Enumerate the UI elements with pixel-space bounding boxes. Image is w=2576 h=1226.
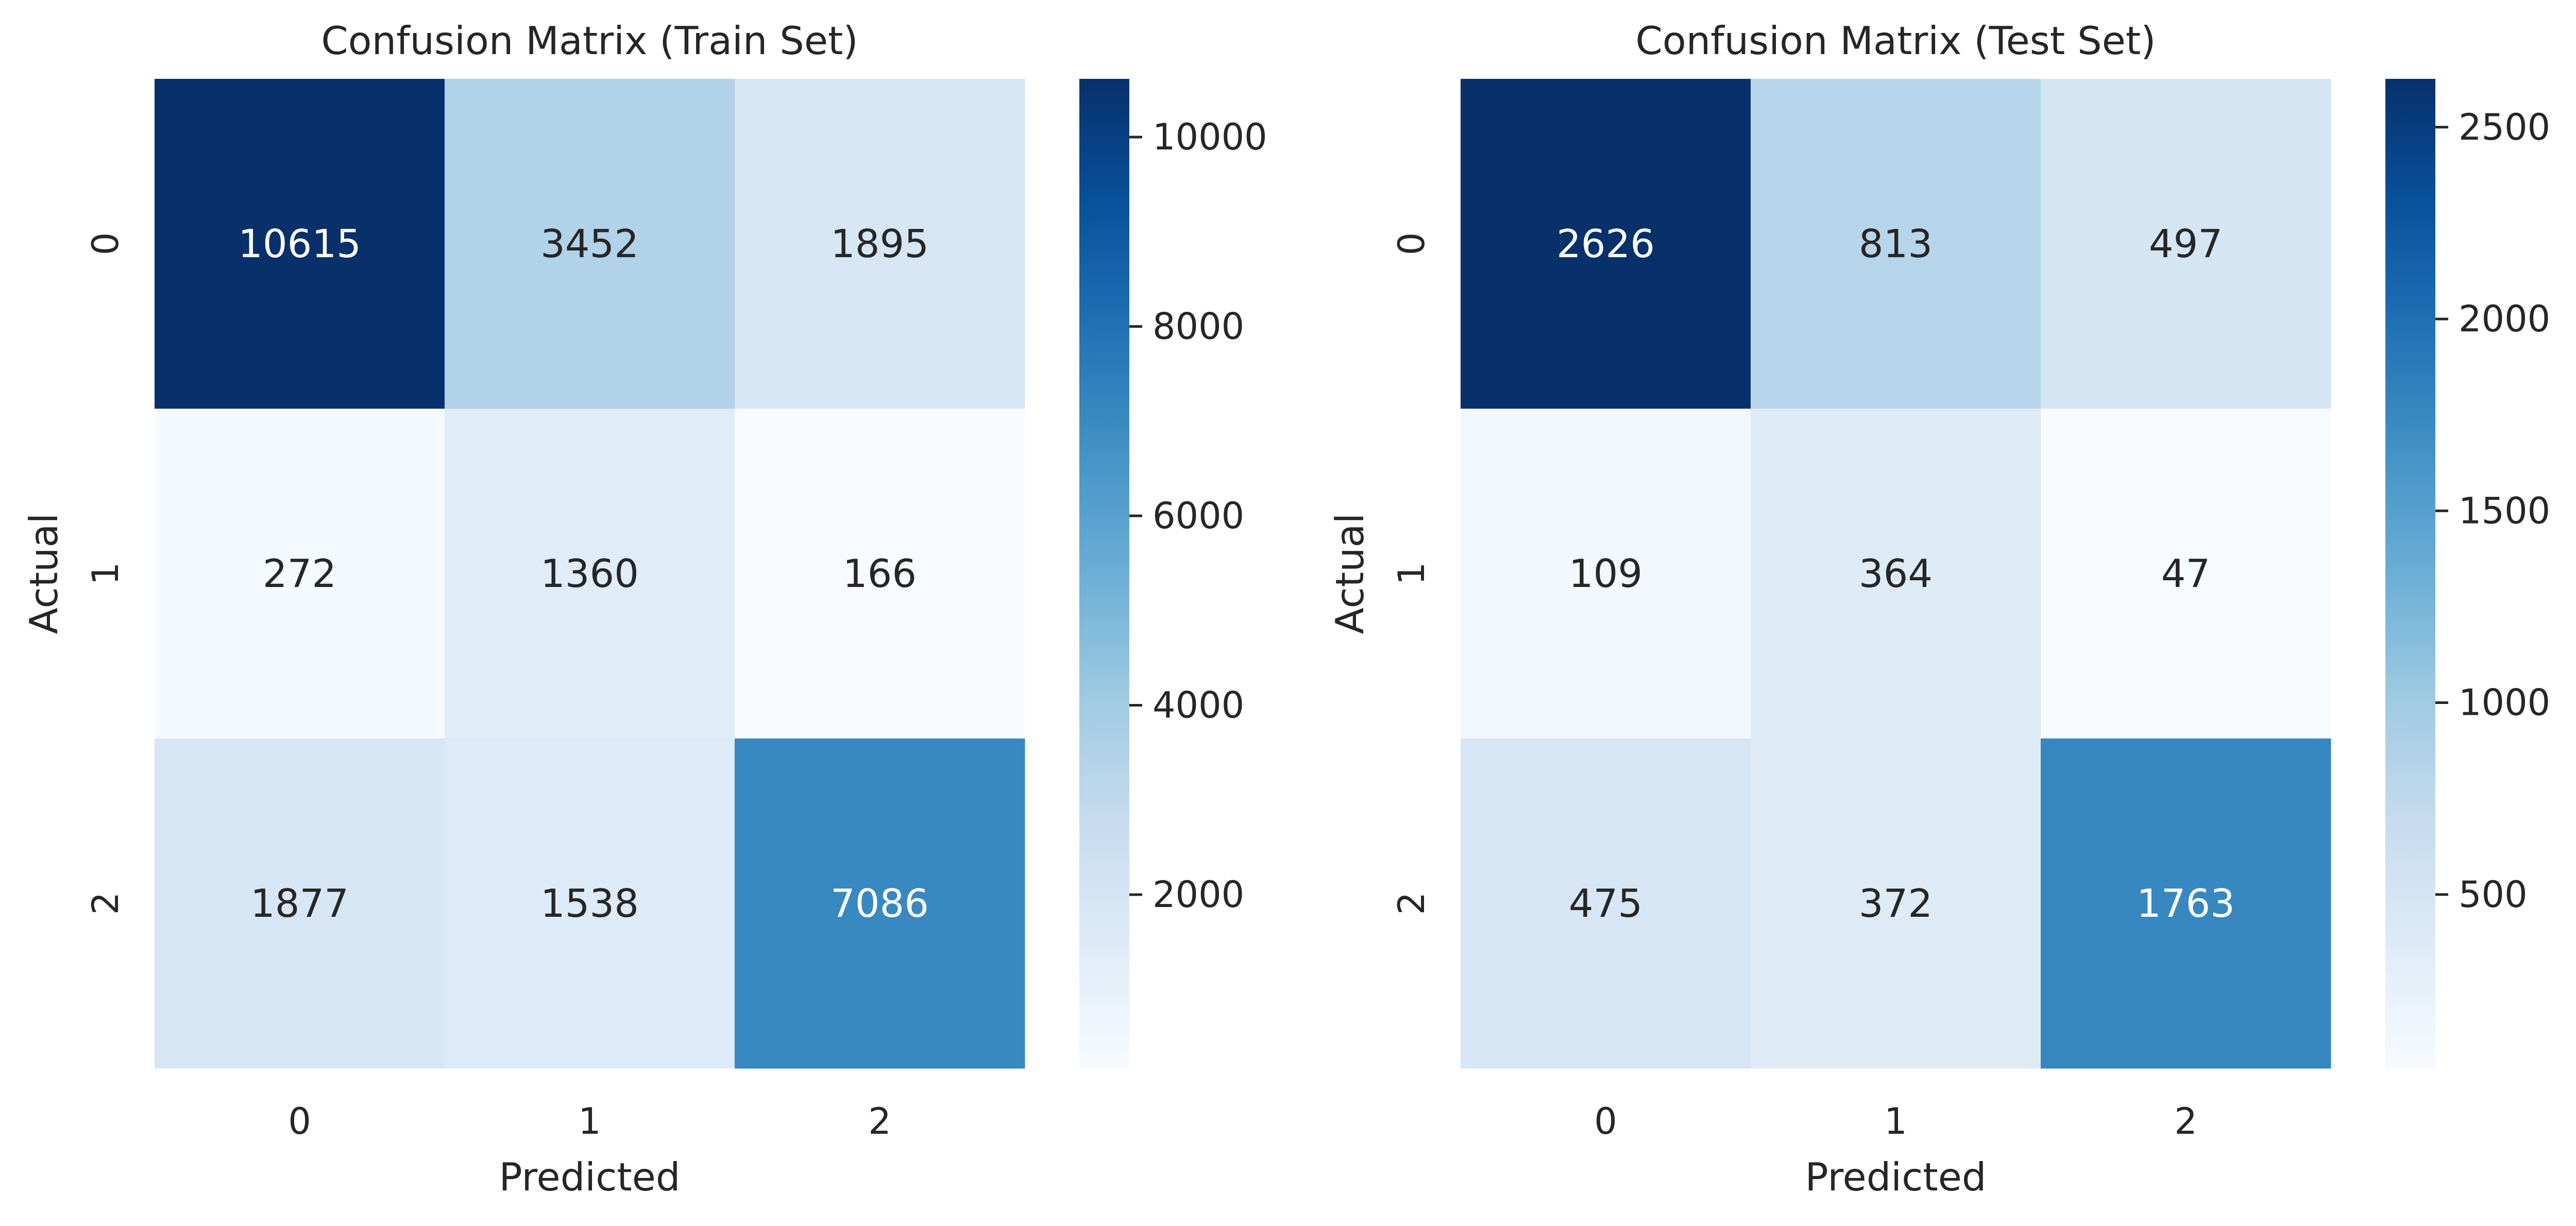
colorbar [2385, 79, 2435, 1068]
colorbar-tick-label: 1500 [2459, 490, 2550, 532]
heatmap-cell [445, 409, 735, 739]
heatmap-panels: 10615 3452 1895 272 1360 166 1877 1538 7086 Confu… [21, 18, 2550, 1200]
colorbar-tick-label: 500 [2459, 874, 2528, 916]
heatmap-cell [1461, 738, 1751, 1069]
x-axis-label: Predicted [1805, 1154, 1986, 1200]
heatmap-cell [155, 79, 445, 409]
heatmap-cell [155, 409, 445, 739]
y-axis-label: Actual [21, 513, 66, 634]
colorbar [1079, 79, 1129, 1068]
heatmap-cell [2041, 79, 2331, 409]
cell-value-label: 109 [1569, 551, 1642, 596]
heatmap-cell [445, 738, 735, 1069]
colorbar-tick-label: 2000 [2459, 298, 2550, 340]
cell-value-label: 47 [2161, 551, 2210, 596]
cell-value-label: 813 [1859, 221, 1933, 266]
x-tick-label: 1 [1884, 1100, 1907, 1143]
cell-value-label: 1877 [250, 881, 349, 926]
colorbar-tick-label: 6000 [1153, 495, 1244, 537]
heatmap-cell [735, 79, 1025, 409]
y-tick-label: 0 [1391, 232, 1433, 256]
colorbar-tick-label: 4000 [1153, 684, 1244, 727]
y-tick-label: 0 [84, 232, 127, 256]
heatmap-cell [155, 738, 445, 1069]
heatmap-panel-1: 2626 813 497 109 364 47 475 372 1763 Confusion Ma… [1327, 18, 2550, 1200]
cell-value-label: 497 [2149, 221, 2223, 266]
heatmap-cell [2041, 409, 2331, 739]
colorbar-tick-label: 2500 [2459, 106, 2550, 148]
heatmap-cell [735, 738, 1025, 1069]
cell-value-label: 166 [843, 551, 917, 596]
heatmap-cell [1461, 409, 1751, 739]
x-tick-label: 2 [2174, 1100, 2197, 1143]
cell-value-label: 1895 [831, 221, 929, 266]
cell-value-label: 3452 [540, 221, 639, 266]
colorbar-tick-label: 2000 [1153, 874, 1244, 916]
x-tick-label: 2 [868, 1100, 891, 1143]
heatmap-cell [2041, 738, 2331, 1069]
x-axis-label: Predicted [499, 1154, 680, 1200]
cell-value-label: 372 [1859, 881, 1933, 926]
heatmap-cell [1461, 79, 1751, 409]
colorbar-tick-label: 1000 [2459, 682, 2550, 724]
x-tick-label: 1 [578, 1100, 601, 1143]
colorbar-tick-label: 10000 [1153, 116, 1267, 158]
x-tick-label: 0 [288, 1100, 311, 1143]
y-axis-label: Actual [1327, 513, 1372, 634]
heatmap-cell [1751, 409, 2041, 739]
y-tick-label: 1 [84, 562, 127, 585]
chart-title: Confusion Matrix (Train Set) [321, 18, 858, 63]
y-tick-label: 2 [1391, 892, 1433, 915]
chart-title: Confusion Matrix (Test Set) [1635, 18, 2156, 63]
cell-value-label: 272 [263, 551, 336, 596]
cell-value-label: 2626 [1556, 221, 1655, 266]
colorbar-tick-label: 8000 [1153, 306, 1244, 348]
cell-value-label: 1360 [540, 551, 639, 596]
cell-value-label: 7086 [831, 881, 929, 926]
cell-value-label: 475 [1569, 881, 1642, 926]
heatmap-panel-0: 10615 3452 1895 272 1360 166 1877 1538 7086 Confu… [21, 18, 1267, 1200]
heatmap-cell [1751, 79, 2041, 409]
y-tick-label: 1 [1391, 562, 1433, 585]
y-tick-label: 2 [84, 892, 127, 915]
heatmap-cell [735, 409, 1025, 739]
cell-value-label: 10615 [238, 221, 361, 266]
cell-value-label: 1763 [2137, 881, 2235, 926]
x-tick-label: 0 [1594, 1100, 1617, 1143]
heatmap-cell [445, 79, 735, 409]
heatmap-cell [1751, 738, 2041, 1069]
cell-value-label: 1538 [540, 881, 639, 926]
cell-value-label: 364 [1859, 551, 1933, 596]
